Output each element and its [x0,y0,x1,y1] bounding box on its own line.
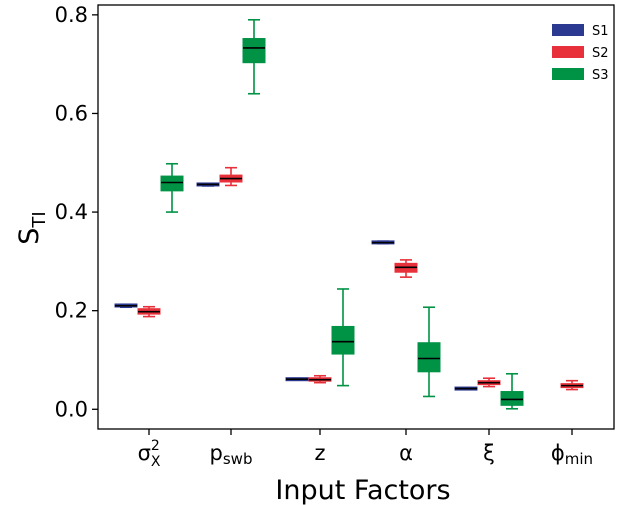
plot-area [97,4,615,430]
x-tick-label-main: p [210,441,223,465]
y-tick-label: 0.2 [55,299,88,323]
x-tick-label-sub: min [565,450,593,468]
x-tick-label: ξ [483,441,495,465]
x-axis-title: Input Factors [275,475,450,505]
x-tick-label: σ2 X [138,438,161,470]
y-tick-label: 0.8 [55,3,88,27]
box-s1 [285,377,309,382]
box-s3 [160,162,184,213]
box-s2 [308,374,332,384]
box-s2 [477,377,501,388]
legend-label-s1: S1 [592,24,609,39]
iqr-box [417,342,441,373]
box-s1 [371,240,395,245]
y-tick-label: 0.6 [55,101,88,125]
box-s2 [219,166,243,187]
box-s3 [500,372,524,410]
y-axis-title-sub: TI [29,211,50,228]
y-axis-title-main: S [14,228,45,245]
box-s2 [560,379,584,391]
box-s2 [394,259,418,278]
y-axis-title: STI [14,211,50,244]
x-tick-label: α [399,441,413,465]
x-tick-label-sub: X [151,454,161,470]
x-tick-label-main: ϕ [551,441,565,465]
x-tick-label-main: σ [138,441,151,465]
legend-label-s3: S3 [592,68,609,83]
legend-swatch-s1 [552,24,584,36]
x-tick-label-main: z [314,441,325,465]
legend-swatch-s2 [552,46,584,58]
x-tick-label-main: α [399,441,413,465]
y-tick-label: 0.4 [55,200,88,224]
iqr-box [242,38,266,64]
x-tick-label-sup: 2 [151,438,160,454]
iqr-box [331,325,355,355]
iqr-box [500,391,524,406]
box-s3 [331,288,355,387]
box-s1 [196,182,220,187]
y-tick-label: 0.0 [55,397,88,421]
x-tick-label: z [314,441,325,465]
box-s1 [454,386,478,391]
iqr-box [160,175,184,192]
x-tick-label-main: ξ [483,441,495,465]
x-tick-label-sub: swb [223,450,253,468]
y-axis: 0.0 0.2 0.4 0.6 0.8 [55,3,98,421]
x-tick-label: ϕmin [551,441,593,468]
legend-label-s2: S2 [592,46,609,61]
legend: S1 S2 S3 [552,24,609,83]
box-s3 [242,18,266,95]
box-groups [114,18,584,410]
box-s2 [137,305,161,318]
legend-swatch-s3 [552,68,584,80]
x-tick-label: pswb [210,441,253,468]
box-s3 [417,306,441,398]
box-s1 [114,303,138,309]
